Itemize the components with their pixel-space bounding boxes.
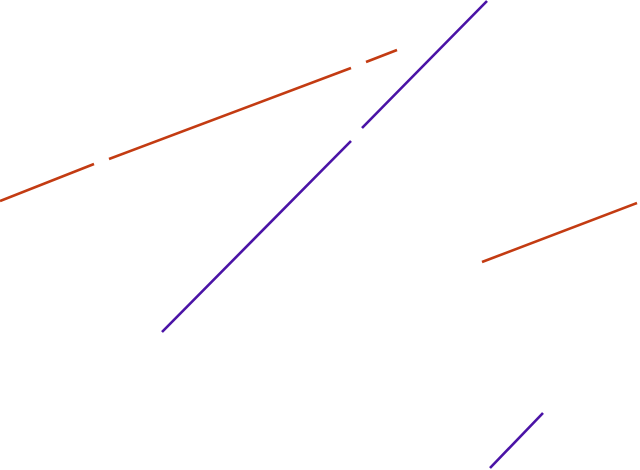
purple-line-short-segment-1	[489, 412, 544, 469]
purple-line-long-segment-2	[361, 0, 488, 129]
orange-line-long	[0, 48, 398, 203]
orange-line-long-segment-1	[0, 162, 95, 203]
orange-line-long-segment-2	[108, 66, 352, 161]
purple-line-long	[161, 0, 488, 333]
orange-line-short	[481, 201, 638, 264]
orange-line-long-segment-3	[365, 48, 398, 64]
orange-line-short-segment-1	[481, 201, 638, 264]
purple-line-long-segment-1	[161, 140, 352, 333]
purple-line-short	[489, 412, 544, 469]
